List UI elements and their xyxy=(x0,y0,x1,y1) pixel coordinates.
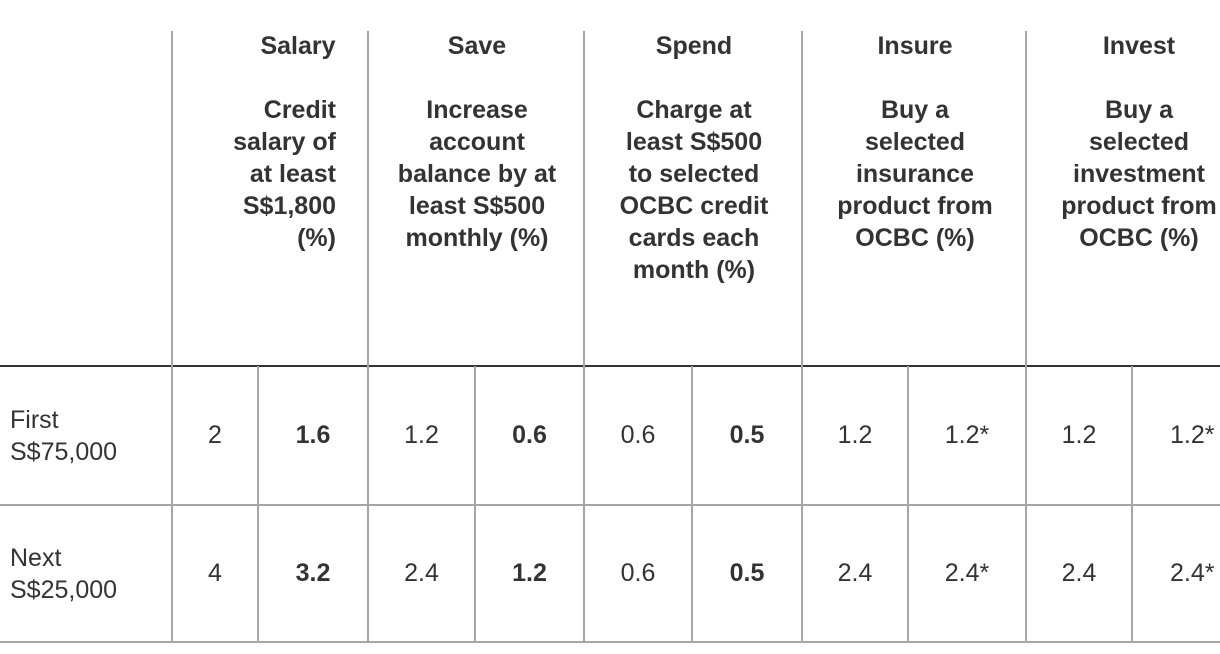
column-header-spend: Spend xyxy=(655,32,733,60)
row-divider xyxy=(0,504,1220,506)
column-divider xyxy=(583,31,585,642)
table-cell: 2.4 xyxy=(837,559,873,587)
table-cell: 0.6 xyxy=(512,421,547,449)
column-divider xyxy=(801,31,803,642)
row-label: First S$75,000 xyxy=(10,406,118,466)
column-description-salary: Credit salary of at least S$1,800 (%) xyxy=(233,96,336,252)
table-cell: 1.2* xyxy=(944,421,990,449)
column-header-insure: Insure xyxy=(877,32,953,60)
column-description-spend: Charge at least S$500 to selected OCBC c… xyxy=(619,96,769,284)
subcolumn-divider xyxy=(907,366,909,642)
table-cell: 4 xyxy=(208,559,222,587)
subcolumn-divider xyxy=(1131,366,1133,642)
table-cell: 0.5 xyxy=(729,421,765,449)
column-divider xyxy=(171,31,173,642)
column-header-invest: Invest xyxy=(1102,32,1176,60)
row-label: Next S$25,000 xyxy=(10,544,118,604)
table-cell: 1.2 xyxy=(1061,421,1097,449)
column-description-invest: Buy a selected investment product from O… xyxy=(1061,96,1217,252)
table-cell: 3.2 xyxy=(295,559,331,587)
table-cell: 2.4* xyxy=(1170,559,1215,587)
column-divider xyxy=(367,31,369,642)
column-header-salary: Salary xyxy=(260,32,336,60)
table-cell: 2.4 xyxy=(1061,559,1097,587)
table-cell: 2.4 xyxy=(404,559,439,587)
table-cell: 1.2 xyxy=(404,421,439,449)
subcolumn-divider xyxy=(474,366,476,642)
subcolumn-divider xyxy=(257,366,259,642)
table-cell: 0.6 xyxy=(620,559,656,587)
subcolumn-divider xyxy=(691,366,693,642)
column-header-save: Save xyxy=(447,32,507,60)
table-cell: 2.4* xyxy=(944,559,990,587)
table-bottom-rule xyxy=(0,641,1220,643)
column-description-save: Increase account balance by at least S$5… xyxy=(397,96,557,252)
table-cell: 0.5 xyxy=(729,559,765,587)
table-cell: 1.2* xyxy=(1170,421,1215,449)
table-cell: 1.2 xyxy=(837,421,873,449)
column-divider xyxy=(1025,31,1027,642)
table-cell: 2 xyxy=(208,421,222,449)
header-divider xyxy=(0,365,1220,367)
table-cell: 1.6 xyxy=(295,421,331,449)
table-cell: 0.6 xyxy=(620,421,656,449)
table-cell: 1.2 xyxy=(512,559,547,587)
column-description-insure: Buy a selected insurance product from OC… xyxy=(837,96,993,252)
